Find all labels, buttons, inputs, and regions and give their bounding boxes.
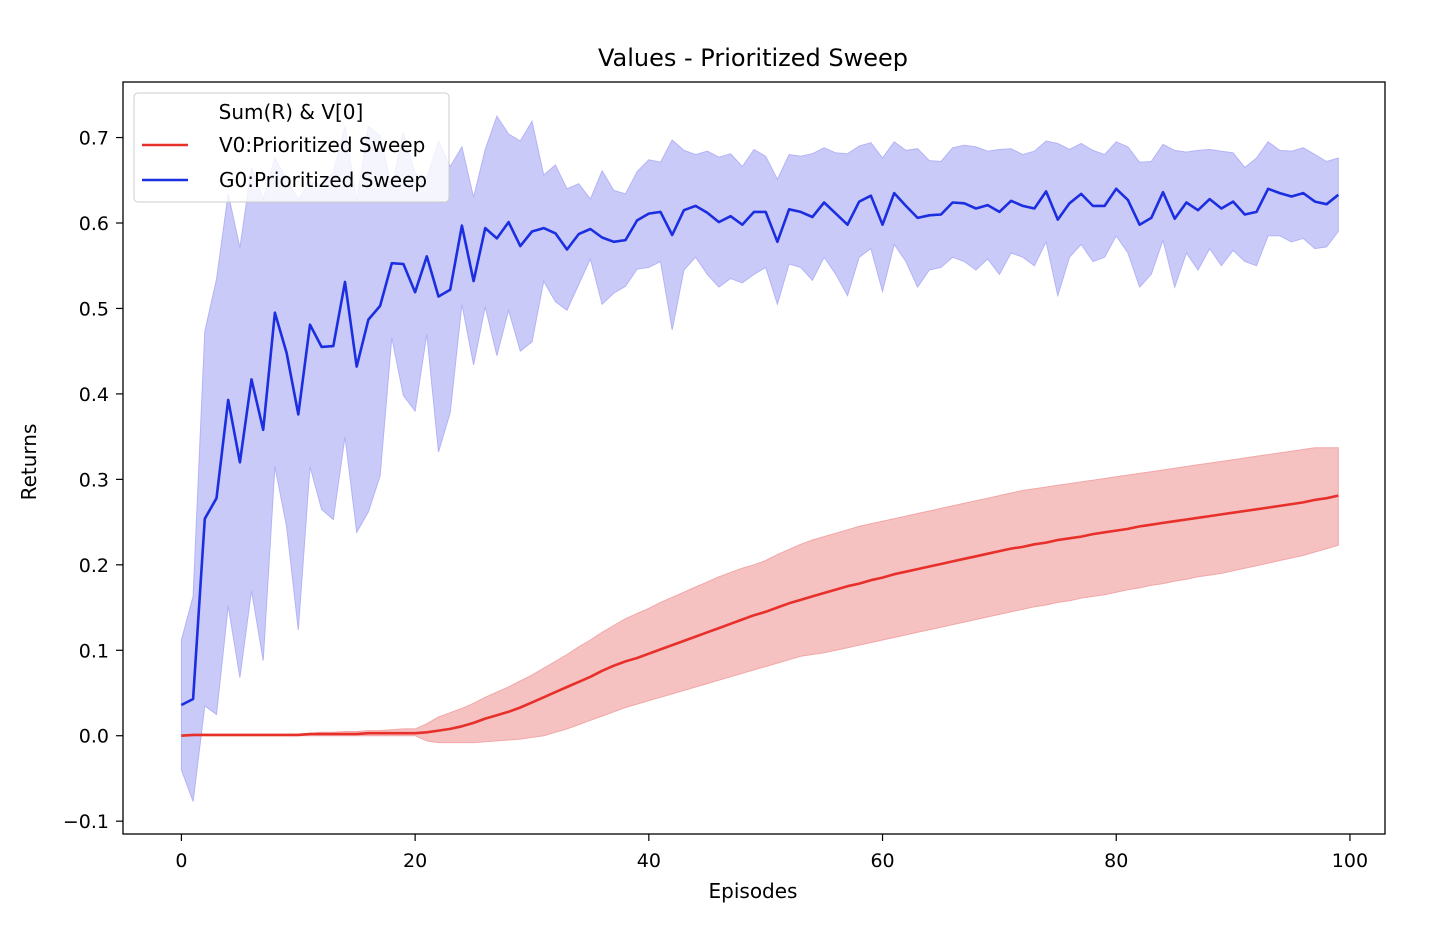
legend-label-g0: G0:Prioritized Sweep	[219, 168, 427, 192]
y-tick-label: −0.1	[63, 811, 109, 833]
plot-area	[180, 115, 1340, 802]
y-tick-label: 0.5	[79, 298, 109, 320]
legend-title: Sum(R) & V[0]	[219, 100, 364, 124]
y-tick-label: 0.4	[79, 384, 109, 406]
y-axis-label: Returns	[17, 424, 41, 501]
y-axis: −0.1 0.0 0.1 0.2 0.3 0.4 0.5 0.6 0.7	[63, 128, 123, 833]
y-tick-label: 0.7	[79, 128, 109, 150]
x-tick-label: 40	[637, 850, 661, 872]
legend-box	[133, 92, 450, 203]
y-tick-label: 0.1	[79, 640, 109, 662]
chart-title: Values - Prioritized Sweep	[598, 44, 908, 72]
y-tick-label: 0.0	[79, 726, 109, 748]
x-tick-label: 100	[1332, 850, 1368, 872]
y-tick-label: 0.2	[79, 555, 109, 577]
x-tick-label: 80	[1104, 850, 1128, 872]
confidence-band-0	[180, 447, 1339, 744]
y-tick-label: 0.3	[79, 469, 109, 491]
legend-label-v0: V0:Prioritized Sweep	[219, 133, 425, 157]
plot-frame	[122, 81, 1386, 835]
y-tick-label: 0.6	[79, 213, 109, 235]
legend: Sum(R) & V[0] V0:Prioritized Sweep G0:Pr…	[133, 92, 450, 203]
series-line-1	[180, 187, 1340, 707]
x-tick-label: 0	[175, 850, 187, 872]
x-axis-label: Episodes	[709, 879, 798, 903]
confidence-band-1	[180, 115, 1339, 802]
x-tick-label: 20	[403, 850, 427, 872]
series-line-0	[181, 494, 1339, 737]
x-tick-label: 60	[870, 850, 894, 872]
x-axis: 0 20 40 60 80 100	[175, 834, 1368, 872]
